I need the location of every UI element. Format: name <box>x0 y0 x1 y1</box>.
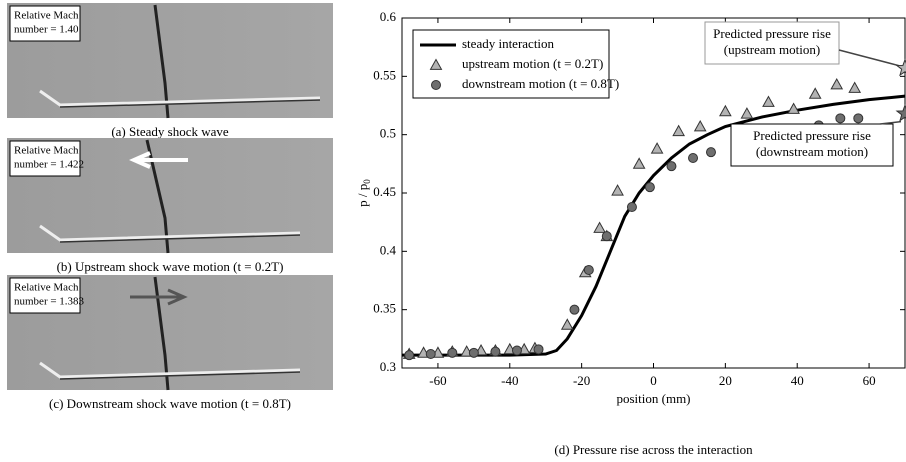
triangle-marker <box>830 77 844 90</box>
y-tick-label: 0.5 <box>380 126 396 141</box>
x-tick-label: 40 <box>791 373 804 388</box>
triangle-marker <box>693 119 707 132</box>
legend-swatch <box>431 80 441 90</box>
triangle-marker <box>719 104 732 117</box>
circle-marker <box>468 347 479 358</box>
triangle-marker <box>808 87 822 99</box>
triangle-marker <box>611 184 624 196</box>
triangle-marker <box>787 102 800 114</box>
circle-marker <box>601 231 612 242</box>
panel-caption: (a) Steady shock wave <box>111 124 229 139</box>
prediction-star <box>895 58 906 77</box>
circle-marker <box>583 265 594 275</box>
panel-caption: (c) Downstream shock wave motion (t = 0.… <box>49 396 291 411</box>
wall-line <box>39 361 301 379</box>
y-tick-label: 0.35 <box>373 301 396 316</box>
mach-box <box>9 277 81 314</box>
x-tick-label: -60 <box>429 373 446 388</box>
annotation-text: (upstream motion) <box>724 42 820 57</box>
circle-marker <box>626 202 637 212</box>
mach-label: number = 1.40 <box>14 24 79 36</box>
triangle-marker <box>740 107 754 119</box>
shock-line <box>153 276 170 391</box>
circle-marker <box>569 304 580 315</box>
triangle-marker <box>650 142 664 154</box>
mach-label: Relative Mach <box>14 145 79 157</box>
circle-marker <box>688 153 699 163</box>
motion-arrow <box>129 151 188 169</box>
legend-swatch <box>429 58 443 70</box>
annotation-arrow <box>838 49 902 67</box>
annotation-text: Predicted pressure rise <box>753 128 871 143</box>
y-axis-label: p / p0 <box>355 179 372 207</box>
mach-box <box>9 140 81 177</box>
y-axis-label-main: p / p <box>355 184 370 207</box>
circle-marker <box>705 147 716 158</box>
triangle-marker <box>672 124 685 137</box>
mach-label: Relative Mach <box>14 282 79 294</box>
triangle-marker <box>632 157 646 169</box>
shock-line <box>145 139 170 254</box>
legend-label: steady interaction <box>462 36 555 51</box>
annotation-box <box>730 123 894 167</box>
circle-marker <box>644 182 655 193</box>
y-tick-label: 0.3 <box>380 359 396 374</box>
wall-shadow <box>59 99 321 108</box>
annotation-text: Predicted pressure rise <box>713 26 831 41</box>
mach-label: number = 1.422 <box>14 159 84 171</box>
legend-label: downstream motion (t = 0.8T) <box>462 76 619 91</box>
circle-marker <box>853 113 864 124</box>
circle-marker <box>511 345 522 356</box>
circle-marker <box>533 344 544 355</box>
x-tick-label: 60 <box>863 373 876 388</box>
triangle-marker <box>593 221 606 233</box>
triangle-marker <box>762 95 775 107</box>
triangle-marker <box>560 318 574 330</box>
wall-shadow <box>59 234 301 243</box>
x-axis-label: position (mm) <box>616 391 690 406</box>
circle-marker <box>404 350 415 361</box>
x-tick-label: -40 <box>501 373 518 388</box>
circle-marker <box>835 113 846 124</box>
annotation-box <box>704 21 840 65</box>
wall-line <box>39 224 301 242</box>
chart: -60 -40 -20 0 20 40 60 0.3 0.35 0.4 0.45 0.5 0.55 0.6… <box>355 9 906 457</box>
y-axis-label-subscript: 0 <box>362 179 372 184</box>
mach-label: Relative Mach <box>14 10 79 22</box>
x-tick-label: 0 <box>650 373 657 388</box>
motion-arrow <box>130 288 188 306</box>
y-tick-label: 0.45 <box>373 184 396 199</box>
circle-marker <box>666 161 677 172</box>
circle-marker <box>490 346 501 357</box>
mach-box <box>9 5 81 42</box>
y-tick-label: 0.55 <box>373 67 396 82</box>
x-tick-label: 20 <box>719 373 732 388</box>
prediction-star <box>895 103 906 122</box>
triangle-marker <box>848 81 862 93</box>
x-tick-label: -20 <box>573 373 590 388</box>
y-tick-label: 0.4 <box>380 242 397 257</box>
wall-shadow <box>59 371 301 380</box>
shock-line <box>153 4 170 119</box>
annotation-text: (downstream motion) <box>756 144 868 159</box>
legend-box <box>412 29 610 99</box>
image-panels: Relative Mach number = 1.40 (a) Steady sho… <box>7 3 333 411</box>
wall-line <box>39 89 321 107</box>
y-tick-label: 0.6 <box>380 9 397 24</box>
panel-caption: (b) Upstream shock wave motion (t = 0.2T… <box>57 259 284 274</box>
chart-caption: (d) Pressure rise across the interaction <box>554 442 753 457</box>
circle-marker <box>447 347 458 358</box>
annotation-arrow <box>879 120 902 125</box>
mach-label: number = 1.383 <box>14 296 85 308</box>
legend-label: upstream motion (t = 0.2T) <box>462 56 603 71</box>
circle-marker <box>425 349 436 359</box>
